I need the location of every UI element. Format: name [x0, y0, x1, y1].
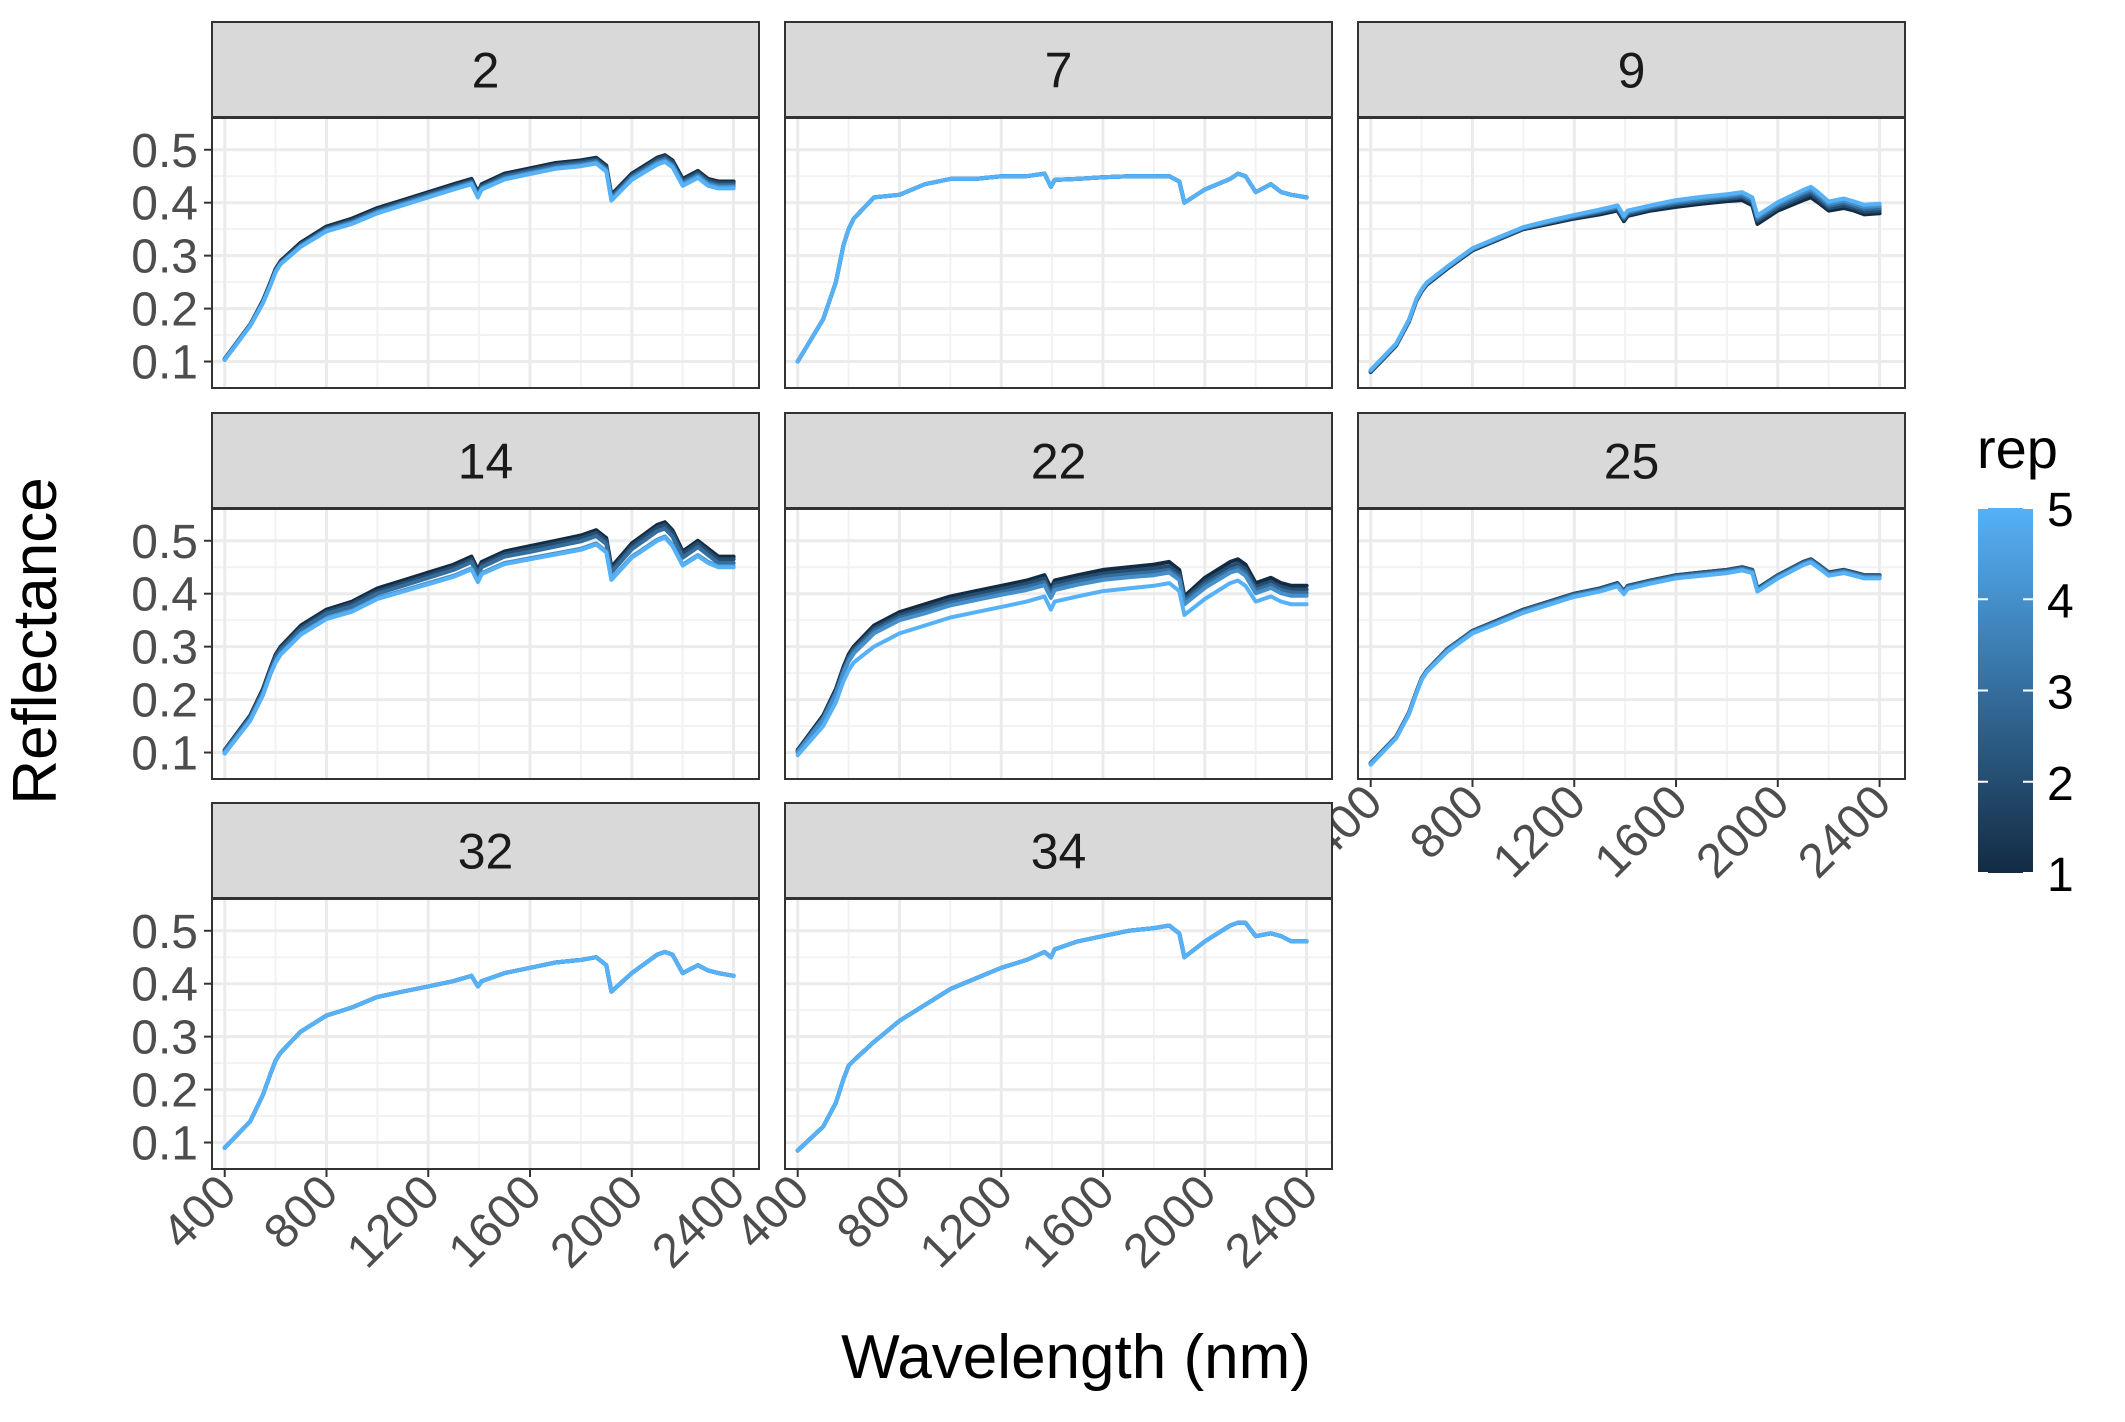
facet-panel-7: 7	[784, 21, 1333, 389]
panel-border	[211, 898, 760, 1170]
series-line-rep-5	[795, 920, 1309, 1153]
facet-strip-9	[1357, 21, 1906, 118]
y-tick-label: 0.4	[131, 178, 198, 231]
panel-border	[211, 508, 760, 780]
facet-strip-22	[784, 412, 1333, 509]
series-line-rep-5	[795, 171, 1309, 364]
y-axis-title: Reflectance	[1, 477, 70, 804]
facet-strip-label: 2	[472, 43, 500, 99]
facet-strip-34	[784, 802, 1333, 899]
panel-border	[1357, 117, 1906, 389]
facet-strip-7	[784, 21, 1333, 118]
plot-area	[212, 899, 759, 1169]
facet-strip-label: 9	[1618, 43, 1646, 99]
facet-strip-25	[1357, 412, 1906, 509]
panel-border	[211, 117, 760, 389]
y-tick-label: 0.2	[131, 1065, 198, 1118]
plot-area	[785, 118, 1332, 388]
panel-border	[784, 117, 1333, 389]
legend-tick-label: 3	[2047, 667, 2074, 720]
plot-area	[785, 509, 1332, 779]
y-tick-label: 0.5	[131, 125, 198, 178]
y-tick-label: 0.3	[131, 622, 198, 675]
y-tick-label: 0.1	[131, 337, 198, 390]
facet-panel-9: 9	[1357, 21, 1906, 389]
facet-strip-label: 34	[1031, 824, 1087, 880]
y-tick-label: 0.3	[131, 231, 198, 284]
series-line-rep-5	[222, 949, 736, 1150]
facet-strip-label: 14	[458, 434, 514, 490]
series-line-rep-5	[222, 535, 736, 756]
facet-strip-32	[211, 802, 760, 899]
facet-strip-label: 22	[1031, 434, 1087, 490]
facet-panel-2: 2 0.10.20.30.40.5	[131, 21, 760, 390]
plot-area	[785, 899, 1332, 1169]
series-line-rep-3	[222, 526, 736, 753]
legend-tick-label: 4	[2047, 575, 2074, 628]
legend: rep 1 2 3 4 5	[1977, 417, 2074, 902]
series-line-rep-4	[795, 568, 1309, 755]
series-line-rep-5	[1368, 184, 1882, 372]
series-line-rep-5	[222, 159, 736, 362]
series-line-rep-5	[1368, 560, 1882, 767]
panel-border	[1357, 508, 1906, 780]
y-tick-label: 0.3	[131, 1012, 198, 1065]
facet-strip-14	[211, 412, 760, 509]
y-tick-label: 0.1	[131, 1118, 198, 1171]
legend-title: rep	[1977, 417, 2058, 480]
legend-tick-label: 1	[2047, 849, 2074, 902]
legend-tick-label: 5	[2047, 484, 2074, 537]
facet-strip-label: 32	[458, 824, 514, 880]
x-axis-title: Wavelength (nm)	[841, 1323, 1311, 1392]
y-tick-label: 0.2	[131, 284, 198, 337]
y-tick-label: 0.4	[131, 569, 198, 622]
legend-tick-label: 2	[2047, 758, 2074, 811]
y-tick-label: 0.5	[131, 906, 198, 959]
y-tick-label: 0.1	[131, 728, 198, 781]
facet-panel-22: 22	[784, 412, 1333, 780]
panel-border	[784, 508, 1333, 780]
series-line-rep-5	[795, 578, 1309, 758]
plot-area	[212, 509, 759, 779]
facet-strip-label: 7	[1045, 43, 1073, 99]
plot-area	[1358, 118, 1905, 388]
plot-area	[1358, 509, 1905, 779]
facet-strip-label: 25	[1604, 434, 1660, 490]
y-tick-label: 0.2	[131, 675, 198, 728]
y-tick-label: 0.4	[131, 959, 198, 1012]
panel-border	[784, 898, 1333, 1170]
y-tick-label: 0.5	[131, 516, 198, 569]
facet-panel-14: 14 0.10.20.30.40.5	[131, 412, 760, 781]
facet-strip-2	[211, 21, 760, 118]
